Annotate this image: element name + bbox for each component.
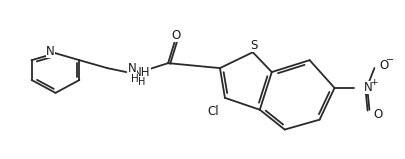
Text: NH: NH — [133, 66, 150, 79]
Text: N: N — [362, 81, 371, 94]
Text: O: O — [171, 29, 180, 42]
Text: N: N — [128, 62, 136, 75]
Text: N: N — [46, 45, 55, 58]
Text: +: + — [369, 79, 377, 87]
Text: S: S — [249, 39, 257, 52]
Text: H: H — [138, 77, 145, 87]
Text: O: O — [378, 59, 388, 72]
Text: O: O — [373, 108, 382, 121]
Text: −: − — [386, 55, 394, 65]
Text: H: H — [131, 74, 139, 84]
Text: Cl: Cl — [207, 105, 218, 118]
